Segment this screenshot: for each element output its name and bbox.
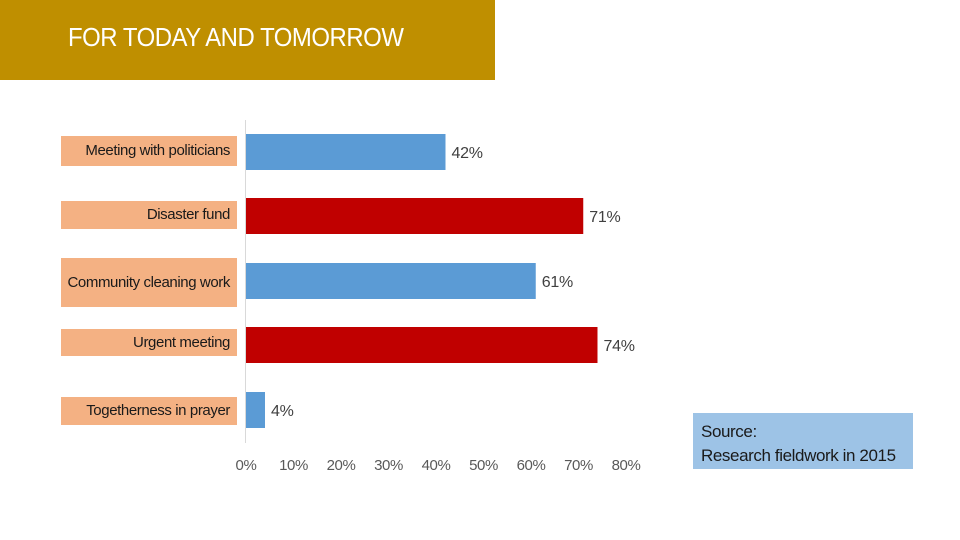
category-label-1: Disaster fund [61,201,237,229]
category-label-2: Community cleaning work [61,258,237,307]
category-label-text: Disaster fund [146,206,231,223]
data-label-0: 42% [452,145,483,162]
bar-3 [246,327,598,363]
bar-0 [246,134,446,170]
data-label-2: 61% [542,274,573,291]
x-tick-label-3: 30% [374,457,403,474]
category-label-0: Meeting with politicians [61,136,237,166]
category-label-3: Urgent meeting [61,329,237,356]
data-label-1: 71% [589,209,620,226]
page-title: FOR TODAY AND TOMORROW [68,22,404,52]
category-label-text: Community cleaning work [67,273,230,291]
category-label-text: Urgent meeting [133,333,230,351]
x-tick-label-8: 80% [612,457,641,474]
category-label-text: Togetherness in prayer [86,402,230,419]
category-label-text: Meeting with politicians [85,142,230,159]
x-tick-label-5: 50% [469,457,498,474]
x-tick-label-4: 40% [422,457,451,474]
source-box: Source: Research fieldwork in 2015 [693,413,913,469]
bar-1 [246,198,584,234]
x-tick-label-7: 70% [564,457,593,474]
category-label-4: Togetherness in prayer [61,397,237,425]
bar-2 [246,263,536,299]
title-bar: FOR TODAY AND TOMORROW [0,0,495,80]
data-label-3: 74% [604,338,635,355]
x-tick-label-2: 20% [327,457,356,474]
source-line-1: Source: [701,422,757,441]
x-tick-label-6: 60% [517,457,546,474]
x-tick-label-0: 0% [236,457,257,474]
source-line-2: Research fieldwork in 2015 [701,446,896,465]
bar-4 [246,392,265,428]
x-tick-label-1: 10% [279,457,308,474]
data-label-4: 4% [271,403,294,420]
